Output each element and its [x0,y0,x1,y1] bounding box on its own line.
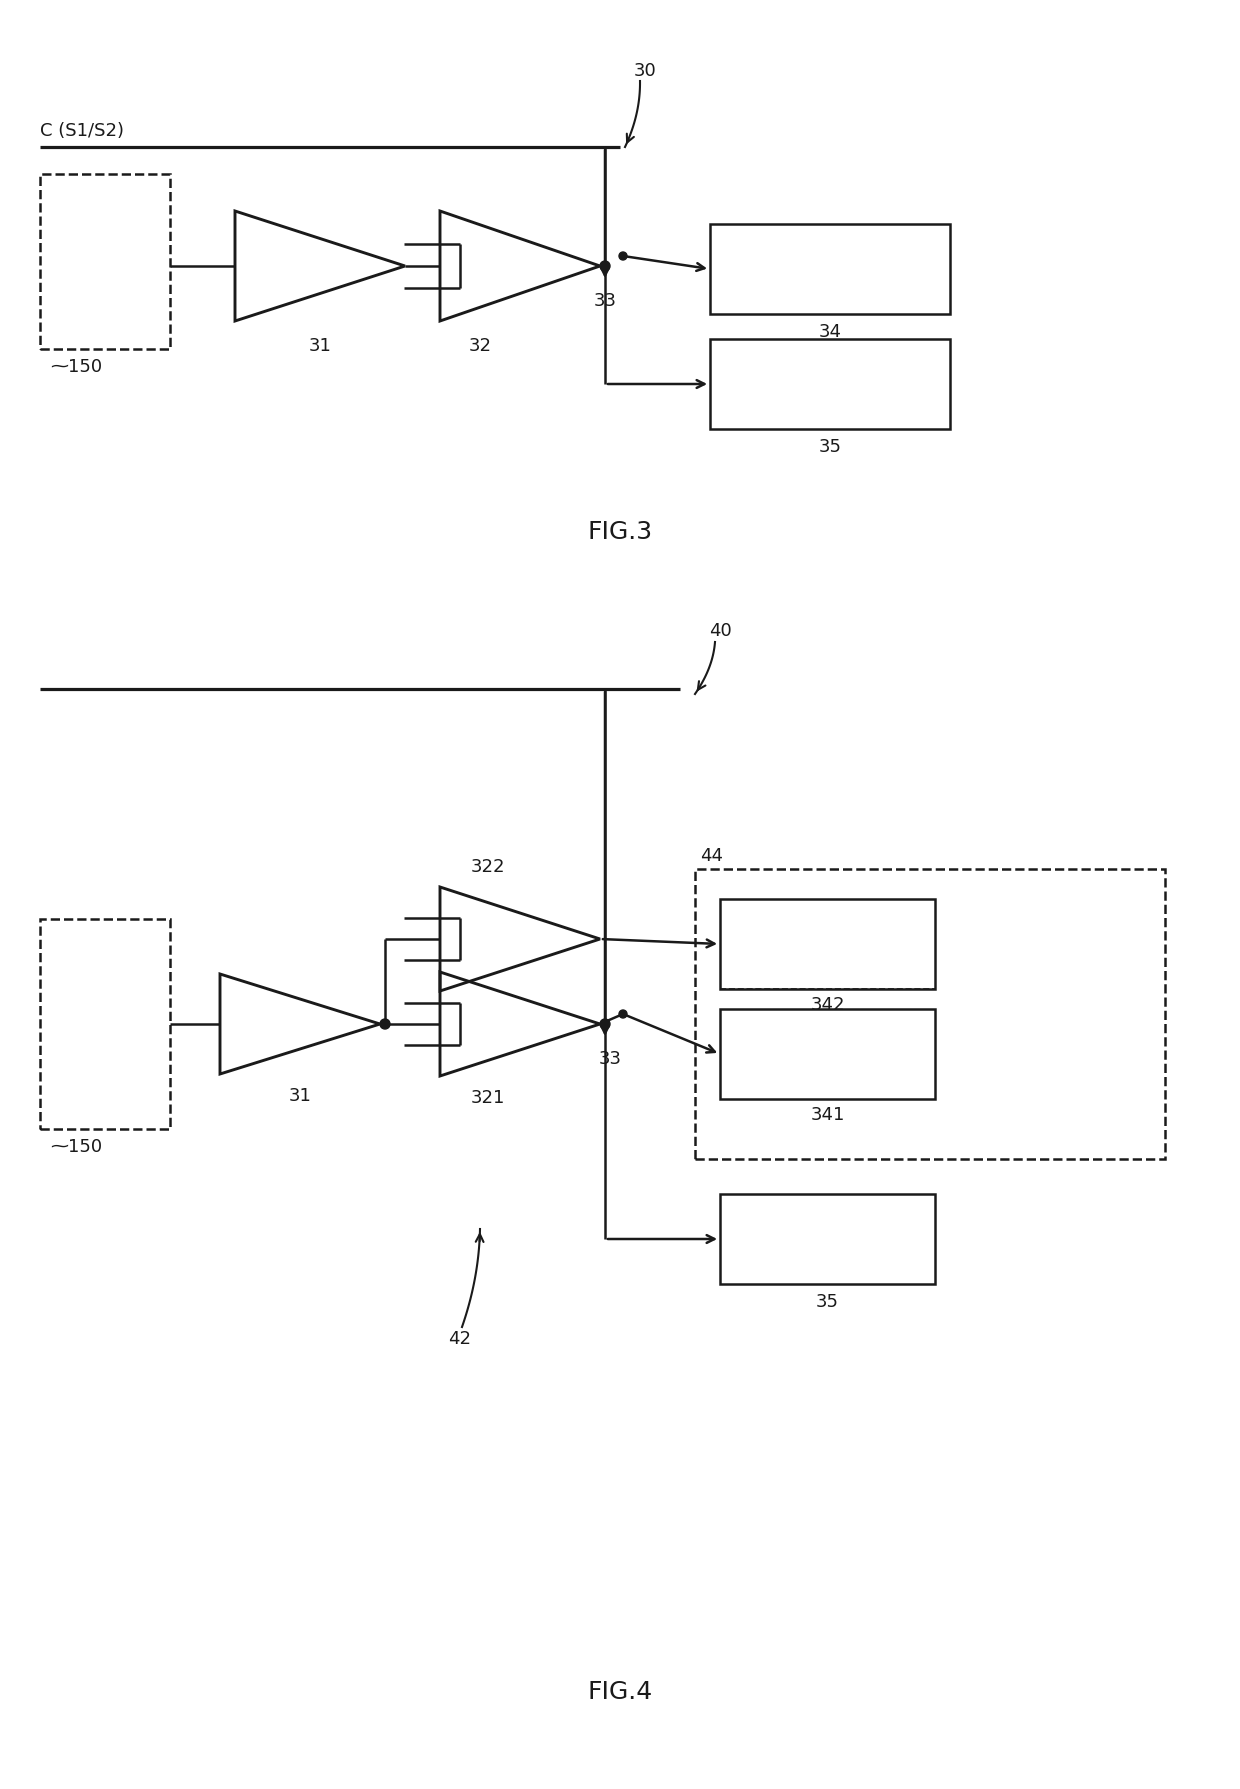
Circle shape [619,1011,627,1018]
Text: C (S1/S2): C (S1/S2) [40,122,124,140]
Text: 321: 321 [471,1088,505,1106]
Circle shape [619,252,627,261]
Circle shape [600,261,610,272]
Text: FIG.4: FIG.4 [588,1680,652,1703]
Text: 31: 31 [289,1086,311,1104]
Bar [720,900,935,989]
Text: 34: 34 [818,322,842,342]
Text: 322: 322 [471,857,505,875]
Text: 30: 30 [634,63,656,81]
Bar [720,1195,935,1285]
Text: 33: 33 [594,292,616,309]
Bar [720,1009,935,1100]
Text: 341: 341 [810,1106,844,1123]
Text: 42: 42 [449,1329,471,1347]
Circle shape [379,1020,391,1029]
Text: 35: 35 [818,438,842,456]
Bar [40,175,170,351]
Text: 40: 40 [708,621,732,640]
Bar [711,340,950,429]
Text: ⁓150: ⁓150 [50,358,102,376]
Text: 44: 44 [701,846,723,864]
Text: 342: 342 [810,995,844,1013]
Text: ⁓150: ⁓150 [50,1138,102,1156]
Bar [40,920,170,1129]
Text: 33: 33 [599,1050,621,1068]
Text: 35: 35 [816,1292,839,1310]
Bar [711,225,950,315]
Text: FIG.3: FIG.3 [588,521,652,544]
Text: 32: 32 [469,336,491,354]
Circle shape [600,1020,610,1029]
Bar [694,869,1166,1159]
Text: 31: 31 [309,336,331,354]
